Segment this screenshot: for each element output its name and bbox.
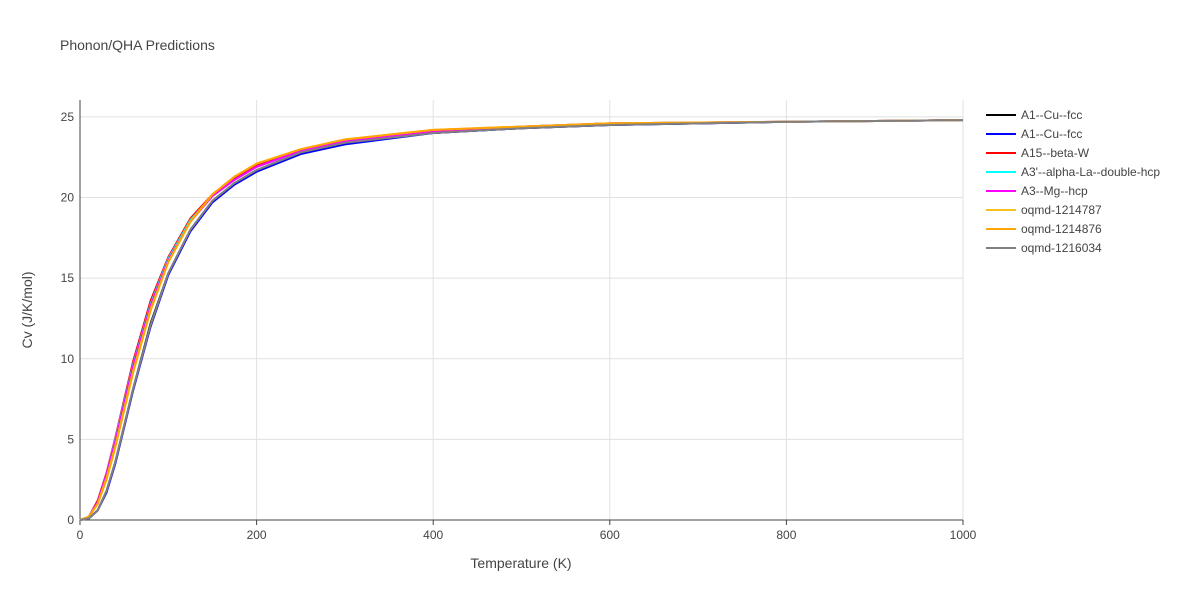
legend-label: oqmd-1216034: [1021, 241, 1102, 255]
y-tick-label: 0: [67, 513, 74, 527]
legend-label: A15--beta-W: [1021, 146, 1090, 160]
data-line: [79, 119, 964, 521]
data-line: [79, 119, 964, 521]
x-tick-label: 800: [776, 528, 796, 542]
data-line: [79, 119, 964, 521]
y-tick-label: 10: [61, 352, 75, 366]
legend-label: A3'--alpha-La--double-hcp: [1021, 165, 1160, 179]
x-tick-label: 0: [77, 528, 84, 542]
y-tick-label: 20: [61, 191, 75, 205]
y-tick-label: 5: [67, 432, 74, 446]
y-tick-label: 25: [61, 110, 75, 124]
x-tick-label: 200: [247, 528, 267, 542]
data-line: [79, 119, 964, 521]
x-axis-label: Temperature (K): [470, 555, 571, 571]
legend-label: oqmd-1214876: [1021, 222, 1102, 236]
legend-label: A1--Cu--fcc: [1021, 108, 1082, 122]
data-line: [79, 119, 964, 521]
legend-label: A1--Cu--fcc: [1021, 127, 1082, 141]
data-line: [79, 119, 964, 521]
x-tick-label: 1000: [950, 528, 977, 542]
chart-title: Phonon/QHA Predictions: [60, 37, 215, 53]
y-axis-label: Cv (J/K/mol): [19, 272, 35, 349]
data-line: [79, 119, 964, 521]
legend-label: oqmd-1214787: [1021, 203, 1102, 217]
legend-label: A3--Mg--hcp: [1021, 184, 1088, 198]
y-tick-label: 15: [61, 271, 75, 285]
data-line: [79, 119, 964, 521]
x-tick-label: 400: [423, 528, 443, 542]
x-tick-label: 600: [600, 528, 620, 542]
